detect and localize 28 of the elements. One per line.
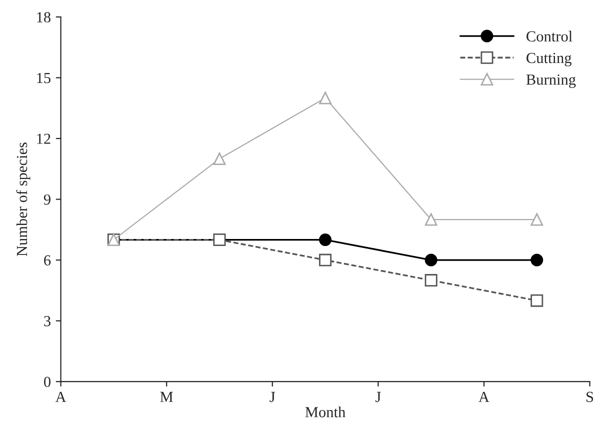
point bbox=[424, 254, 438, 266]
point bbox=[530, 213, 544, 226]
x-tick-label: J bbox=[376, 392, 381, 402]
y-tick-label: 0 bbox=[44, 376, 50, 388]
x-tick-label: M bbox=[160, 392, 173, 402]
point bbox=[530, 294, 544, 307]
y-tick-label: 12 bbox=[37, 134, 50, 144]
y-tick-label: 15 bbox=[37, 72, 50, 84]
point bbox=[424, 213, 438, 226]
point bbox=[424, 274, 438, 287]
y-tick-label: 6 bbox=[44, 255, 51, 266]
y-tick-label: 3 bbox=[44, 316, 50, 326]
legend-label: Control bbox=[526, 30, 572, 42]
point bbox=[319, 254, 332, 266]
point bbox=[319, 92, 332, 104]
y-tick-label: 9 bbox=[44, 194, 50, 205]
legend-label: Burning bbox=[526, 74, 576, 88]
y-axis-title: Number of species bbox=[16, 142, 30, 256]
x-axis-title: Month bbox=[305, 406, 346, 418]
point bbox=[213, 152, 226, 166]
y-tick-label: 18 bbox=[37, 12, 50, 22]
legend-label: Cutting bbox=[526, 52, 572, 66]
point bbox=[530, 254, 544, 266]
x-tick-label: A bbox=[55, 392, 66, 402]
x-tick-label: A bbox=[478, 392, 490, 402]
x-tick-label: J bbox=[270, 392, 276, 402]
x-tick-label: S bbox=[586, 392, 594, 402]
point bbox=[319, 234, 332, 246]
